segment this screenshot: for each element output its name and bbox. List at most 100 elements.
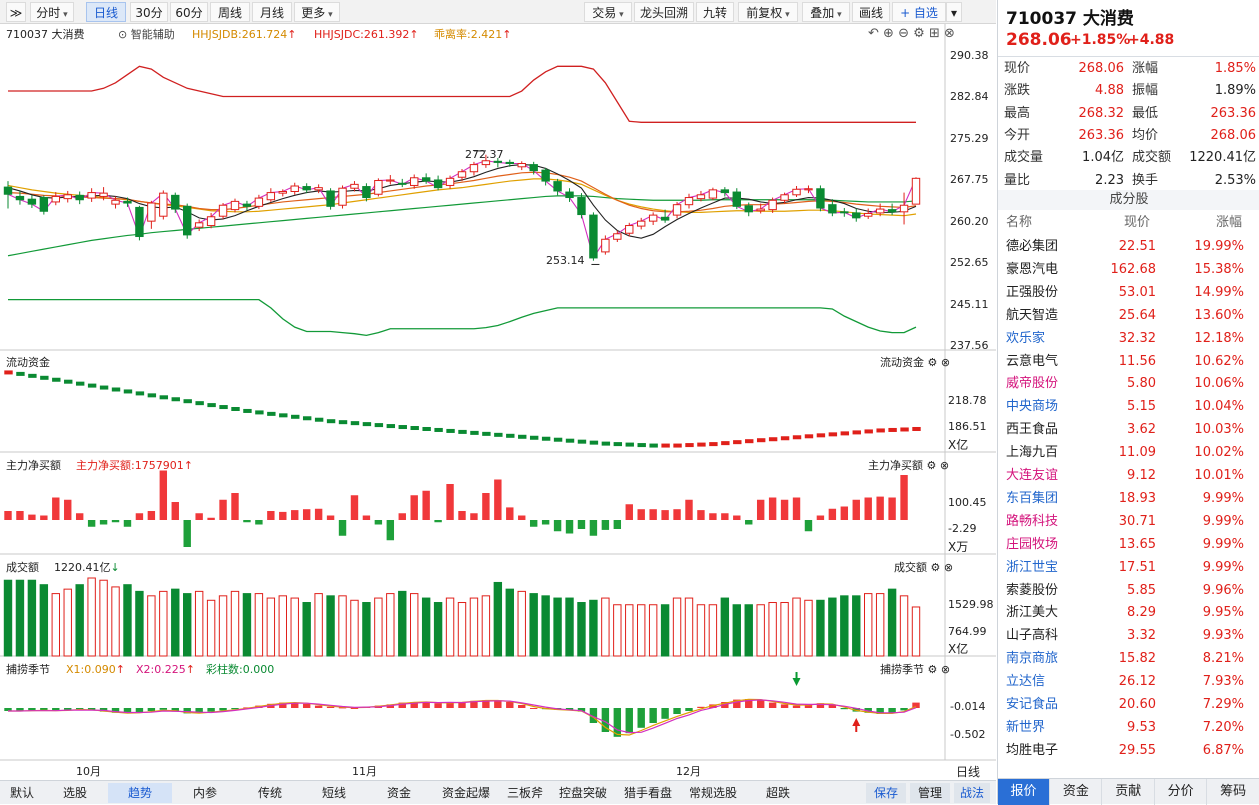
zhuli-bar bbox=[816, 515, 825, 520]
buzhuo-bar bbox=[231, 708, 239, 710]
list-item[interactable]: 上海九百 11.09 10.02% bbox=[998, 441, 1259, 464]
gear-icon[interactable]: ⚙ bbox=[913, 26, 925, 41]
list-item[interactable]: 航天智造 25.64 13.60% bbox=[998, 304, 1259, 327]
toolbar-fuquan-button[interactable]: 前复权 bbox=[738, 2, 798, 22]
liudong-bar bbox=[255, 410, 264, 415]
toolbar-fenshi-button[interactable]: 分时 bbox=[30, 2, 74, 22]
zoom-in-icon[interactable]: ⊕ bbox=[883, 26, 894, 41]
strategy-tab-6[interactable]: 资金 bbox=[386, 786, 411, 800]
chart-control-icons[interactable]: ↶ ⊕ ⊖ ⚙ ⊞ ⊗ bbox=[868, 27, 955, 41]
panel-tab-4[interactable]: 筹码 bbox=[1208, 779, 1259, 805]
list-item[interactable]: 正强股份 53.01 14.99% bbox=[998, 281, 1259, 304]
kline-chart-area[interactable] bbox=[0, 24, 996, 780]
bottom-action-0[interactable]: 保存 bbox=[866, 783, 906, 803]
candle-body bbox=[194, 222, 204, 228]
strategy-tab-8[interactable]: 三板斧 bbox=[506, 786, 543, 800]
gear-icon[interactable]: ⚙ bbox=[927, 356, 938, 369]
toolbar-jiaoyi-button[interactable]: 交易 bbox=[584, 2, 632, 22]
list-item[interactable]: 路畅科技 30.71 9.99% bbox=[998, 510, 1259, 533]
toolbar-yuexian-button[interactable]: 月线 bbox=[252, 2, 292, 22]
toolbar-more-button[interactable]: 更多 bbox=[294, 2, 340, 22]
strategy-tab-3[interactable]: 内参 bbox=[192, 786, 217, 800]
zhuli-bar bbox=[506, 507, 514, 520]
close-icon[interactable]: ⊗ bbox=[943, 26, 955, 41]
constituents-header: 名称 现价 涨幅 bbox=[998, 212, 1259, 234]
liudong-bar bbox=[553, 437, 563, 442]
strategy-tab-1[interactable]: 选股 bbox=[62, 786, 87, 800]
panel-tab-2[interactable]: 贡献 bbox=[1103, 779, 1155, 805]
zoom-out-icon[interactable]: ⊖ bbox=[898, 26, 909, 41]
panel-tab-1[interactable]: 资金 bbox=[1050, 779, 1103, 805]
panel-tab-0[interactable]: 报价 bbox=[998, 779, 1050, 805]
gear-icon[interactable]: ⚙ bbox=[927, 663, 938, 676]
close-icon[interactable]: ⊗ bbox=[940, 663, 951, 676]
refresh-icon[interactable]: ↶ bbox=[868, 26, 879, 41]
list-item[interactable]: 大连友谊 9.12 10.01% bbox=[998, 464, 1259, 487]
strategy-tab-2[interactable]: 趋势 bbox=[108, 783, 172, 803]
liudong-bar bbox=[852, 430, 861, 435]
strategy-tab-0[interactable]: 默认 bbox=[9, 786, 34, 800]
toolbar-m30-button[interactable]: 30分 bbox=[130, 2, 168, 22]
strategy-tab-4[interactable]: 传统 bbox=[257, 786, 282, 800]
list-item[interactable]: 立达信 26.12 7.93% bbox=[998, 670, 1259, 693]
list-item[interactable]: 欢乐家 32.32 12.18% bbox=[998, 327, 1259, 350]
candle-body bbox=[87, 192, 96, 199]
toolbar-expand-button[interactable]: ≫ bbox=[6, 2, 26, 22]
toolbar-diejia-button[interactable]: 叠加 bbox=[802, 2, 850, 22]
zhuli-bar bbox=[219, 499, 227, 520]
panel-tab-3[interactable]: 分价 bbox=[1155, 779, 1208, 805]
buzhuo-bar bbox=[52, 708, 60, 711]
list-item[interactable]: 豪恩汽电 162.68 15.38% bbox=[998, 258, 1259, 281]
toolbar-zixuan-button[interactable]: + 自选 bbox=[892, 2, 946, 22]
strategy-tab-9[interactable]: 控盘突破 bbox=[558, 786, 607, 800]
toolbar-longtou-button[interactable]: 龙头回溯 bbox=[634, 2, 694, 22]
toolbar-huaxian-button[interactable]: 画线 bbox=[852, 2, 890, 22]
toolbar-jiuzhuan-button[interactable]: 九转 bbox=[696, 2, 734, 22]
strategy-tab-5[interactable]: 短线 bbox=[321, 786, 346, 800]
list-item[interactable]: 山子高科 3.32 9.93% bbox=[998, 624, 1259, 647]
smart-assist-toggle[interactable]: ⊙ 智能辅助 bbox=[118, 28, 175, 41]
list-item[interactable]: 均胜电子 29.55 6.87% bbox=[998, 739, 1259, 762]
candle-body bbox=[218, 204, 228, 217]
list-item[interactable]: 云意电气 11.56 10.62% bbox=[998, 350, 1259, 373]
strategy-tab-12[interactable]: 超跌 bbox=[765, 786, 790, 800]
zhuli-title: 主力净买额 bbox=[6, 459, 61, 472]
buzhuo-tick-1: -0.014 bbox=[950, 700, 986, 713]
toolbar-rixian-button[interactable]: 日线 bbox=[86, 2, 126, 22]
list-item[interactable]: 浙江美大 8.29 9.95% bbox=[998, 601, 1259, 624]
list-item[interactable]: 德必集团 22.51 19.99% bbox=[998, 235, 1259, 258]
close-icon[interactable]: ⊗ bbox=[939, 459, 950, 472]
list-item[interactable]: 浙江世宝 17.51 9.99% bbox=[998, 556, 1259, 579]
toolbar-zhouxian-button[interactable]: 周线 bbox=[210, 2, 250, 22]
zhuli-bar bbox=[864, 497, 872, 520]
liudong-bar bbox=[350, 421, 360, 426]
chart-toolbar: ≫分时日线30分60分周线月线更多 交易龙头回溯九转前复权叠加画线+ 自选▾ bbox=[0, 0, 996, 24]
fullscreen-icon[interactable]: ⊞ bbox=[928, 26, 940, 41]
list-item[interactable]: 南京商旅 15.82 8.21% bbox=[998, 647, 1259, 670]
buzhuo-bar bbox=[685, 708, 693, 711]
volume-bar bbox=[565, 597, 574, 657]
list-item[interactable]: 庄园牧场 13.65 9.99% bbox=[998, 533, 1259, 556]
toolbar-zxdd-button[interactable]: ▾ bbox=[946, 2, 962, 22]
close-icon[interactable]: ⊗ bbox=[943, 561, 954, 574]
list-item[interactable]: 安记食品 20.60 7.29% bbox=[998, 693, 1259, 716]
bottom-action-2[interactable]: 战法 bbox=[954, 783, 990, 803]
list-item[interactable]: 新世界 9.53 7.20% bbox=[998, 716, 1259, 739]
bottom-action-1[interactable]: 管理 bbox=[910, 783, 950, 803]
close-icon[interactable]: ⊗ bbox=[940, 356, 951, 369]
list-item[interactable]: 威帝股份 5.80 10.06% bbox=[998, 372, 1259, 395]
list-item[interactable]: 东百集团 18.93 9.99% bbox=[998, 487, 1259, 510]
list-item[interactable]: 西王食品 3.62 10.03% bbox=[998, 418, 1259, 441]
strategy-tab-7[interactable]: 资金起爆 bbox=[441, 786, 490, 800]
strategy-tab-11[interactable]: 常规选股 bbox=[688, 786, 737, 800]
list-item[interactable]: 中央商场 5.15 10.04% bbox=[998, 395, 1259, 418]
toolbar-m60-button[interactable]: 60分 bbox=[170, 2, 208, 22]
liudong-bar bbox=[697, 442, 706, 447]
gear-icon[interactable]: ⚙ bbox=[930, 561, 941, 574]
candle-body bbox=[147, 202, 156, 222]
liudong-bar bbox=[709, 442, 718, 447]
list-item[interactable]: 索菱股份 5.85 9.96% bbox=[998, 579, 1259, 602]
volume-title: 成交额 bbox=[6, 561, 39, 574]
gear-icon[interactable]: ⚙ bbox=[926, 459, 937, 472]
strategy-tab-10[interactable]: 猎手看盘 bbox=[623, 786, 672, 800]
